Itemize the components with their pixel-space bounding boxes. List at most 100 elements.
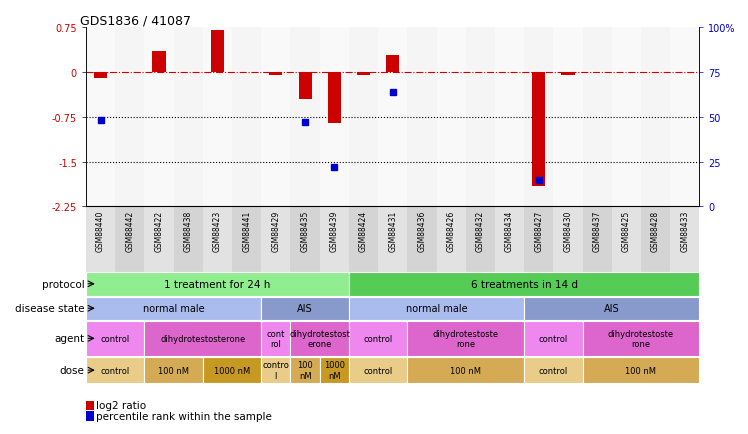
Text: AIS: AIS: [297, 303, 313, 313]
Bar: [174, 28, 203, 207]
Text: control: control: [100, 334, 130, 343]
Bar: [583, 207, 612, 272]
Bar: [554, 28, 583, 207]
Text: GSM88442: GSM88442: [126, 210, 135, 251]
Bar: [408, 207, 437, 272]
Text: 100
nM: 100 nM: [297, 361, 313, 380]
Bar: [115, 207, 144, 272]
Bar: [174, 207, 203, 272]
FancyBboxPatch shape: [583, 322, 699, 356]
Text: control: control: [100, 366, 130, 375]
FancyBboxPatch shape: [349, 297, 524, 320]
Bar: [144, 207, 174, 272]
FancyBboxPatch shape: [86, 357, 144, 384]
Text: dihydrotestoste
rone: dihydrotestoste rone: [608, 329, 674, 348]
Bar: [641, 28, 670, 207]
Bar: [153, 52, 165, 73]
Bar: [328, 73, 341, 124]
Text: 100 nM: 100 nM: [158, 366, 189, 375]
Text: GSM88438: GSM88438: [184, 210, 193, 251]
Bar: [378, 28, 408, 207]
Bar: [408, 28, 437, 207]
Text: GSM88433: GSM88433: [680, 210, 689, 251]
Bar: [386, 56, 399, 73]
FancyBboxPatch shape: [261, 322, 290, 356]
Bar: [203, 28, 232, 207]
Text: GSM88427: GSM88427: [534, 210, 543, 251]
Text: GSM88441: GSM88441: [242, 210, 251, 251]
Bar: [86, 207, 115, 272]
Bar: [261, 28, 290, 207]
Text: dihydrotestosterone: dihydrotestosterone: [160, 334, 245, 343]
FancyBboxPatch shape: [86, 322, 144, 356]
FancyBboxPatch shape: [319, 357, 349, 384]
Text: protocol: protocol: [42, 279, 85, 289]
Bar: [86, 28, 115, 207]
FancyBboxPatch shape: [86, 297, 261, 320]
Text: cont
rol: cont rol: [267, 329, 285, 348]
FancyBboxPatch shape: [408, 322, 524, 356]
Text: 6 treatments in 14 d: 6 treatments in 14 d: [470, 279, 577, 289]
Text: GSM88440: GSM88440: [96, 210, 105, 251]
Bar: [437, 28, 466, 207]
Bar: [232, 207, 261, 272]
Bar: [561, 73, 574, 76]
Bar: [319, 207, 349, 272]
Bar: [466, 207, 495, 272]
Text: dihydrotestoste
rone: dihydrotestoste rone: [432, 329, 499, 348]
Text: GSM88423: GSM88423: [213, 210, 222, 251]
FancyBboxPatch shape: [349, 273, 699, 296]
Bar: [466, 28, 495, 207]
Text: dose: dose: [60, 365, 85, 375]
Bar: [495, 28, 524, 207]
FancyBboxPatch shape: [261, 297, 349, 320]
Text: percentile rank within the sample: percentile rank within the sample: [96, 411, 272, 421]
FancyBboxPatch shape: [144, 322, 261, 356]
Text: normal male: normal male: [405, 303, 468, 313]
Text: GDS1836 / 41087: GDS1836 / 41087: [80, 14, 191, 27]
Bar: [495, 207, 524, 272]
Text: control: control: [364, 334, 393, 343]
Text: log2 ratio: log2 ratio: [96, 401, 146, 410]
Text: contro
l: contro l: [263, 361, 289, 380]
Bar: [612, 28, 641, 207]
Text: GSM88436: GSM88436: [417, 210, 426, 251]
Text: normal male: normal male: [143, 303, 204, 313]
Bar: [94, 73, 107, 79]
FancyBboxPatch shape: [86, 273, 349, 296]
Text: GSM88426: GSM88426: [447, 210, 456, 251]
Bar: [641, 207, 670, 272]
Bar: [612, 207, 641, 272]
Text: control: control: [539, 334, 568, 343]
Bar: [349, 28, 378, 207]
Text: AIS: AIS: [604, 303, 619, 313]
Bar: [554, 207, 583, 272]
Bar: [115, 28, 144, 207]
Bar: [437, 207, 466, 272]
Bar: [290, 207, 319, 272]
Bar: [290, 28, 319, 207]
Text: GSM88437: GSM88437: [592, 210, 601, 251]
Bar: [524, 28, 554, 207]
Text: GSM88434: GSM88434: [505, 210, 514, 251]
Text: 1000
nM: 1000 nM: [324, 361, 345, 380]
FancyBboxPatch shape: [144, 357, 203, 384]
Text: GSM88422: GSM88422: [155, 210, 164, 251]
Bar: [378, 207, 408, 272]
FancyBboxPatch shape: [349, 322, 408, 356]
Text: 1 treatment for 24 h: 1 treatment for 24 h: [165, 279, 271, 289]
Bar: [232, 28, 261, 207]
Text: GSM88424: GSM88424: [359, 210, 368, 251]
Text: dihydrotestost
erone: dihydrotestost erone: [289, 329, 350, 348]
Bar: [269, 73, 283, 76]
FancyBboxPatch shape: [290, 357, 319, 384]
Text: GSM88432: GSM88432: [476, 210, 485, 251]
FancyBboxPatch shape: [408, 357, 524, 384]
Bar: [670, 28, 699, 207]
Text: agent: agent: [55, 334, 85, 344]
Text: GSM88430: GSM88430: [563, 210, 572, 251]
Bar: [583, 28, 612, 207]
FancyBboxPatch shape: [261, 357, 290, 384]
Text: 1000 nM: 1000 nM: [214, 366, 250, 375]
Bar: [349, 207, 378, 272]
